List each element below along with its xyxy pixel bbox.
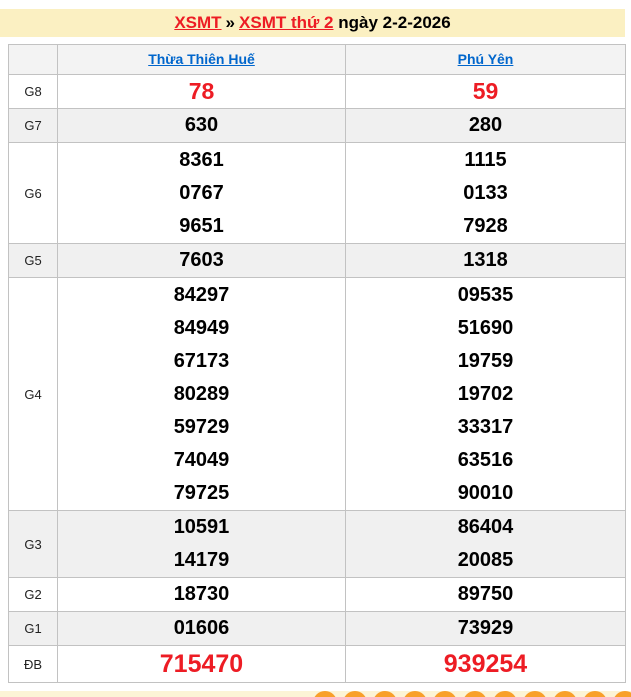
g1-phuyen-value: 73929 — [457, 617, 514, 639]
lottery-ball-icon — [373, 691, 397, 697]
g4-hue-cell: 84297 84949 67173 80289 59729 74049 7972… — [57, 277, 346, 511]
g5-hue-value: 7603 — [179, 249, 224, 271]
lottery-ball-icon — [493, 691, 517, 697]
g4-hue-value: 80289 — [173, 382, 230, 405]
breadcrumb-separator: » — [225, 13, 236, 32]
db-hue-cell: 715470 — [57, 645, 346, 683]
prize-label-g5: G5 — [8, 243, 58, 278]
g6-phuyen-value: 7928 — [463, 214, 508, 237]
db-hue-value: 715470 — [159, 650, 244, 678]
g2-phuyen-value: 89750 — [457, 583, 514, 605]
prize-row-g4: G4 84297 84949 67173 80289 59729 74049 7… — [8, 277, 626, 511]
prize-row-g5: G5 7603 1318 — [8, 243, 626, 278]
g1-hue-cell: 01606 — [57, 611, 346, 646]
g5-phuyen-value: 1318 — [463, 249, 508, 271]
prize-row-g1: G1 01606 73929 — [8, 611, 626, 646]
g8-phuyen-cell: 59 — [345, 74, 626, 109]
lottery-ball-icon — [343, 691, 367, 697]
lottery-ball-icon — [613, 691, 631, 697]
g4-hue-value: 59729 — [173, 415, 230, 438]
lottery-ball-icon — [433, 691, 457, 697]
g2-phuyen-cell: 89750 — [345, 577, 626, 612]
g4-hue-value: 67173 — [173, 349, 230, 372]
g4-hue-value: 74049 — [173, 448, 230, 471]
province-header-hue: Thừa Thiên Huế — [57, 44, 346, 75]
title-band: XSMT» XSMT thứ 2 ngày 2-2-2026 — [0, 9, 625, 37]
g4-phuyen-value: 33317 — [457, 415, 514, 438]
prize-label-g4: G4 — [8, 277, 58, 511]
g2-hue-cell: 18730 — [57, 577, 346, 612]
prize-label-g8: G8 — [8, 74, 58, 109]
lottery-ball-icon — [313, 691, 337, 697]
g3-hue-value: 10591 — [173, 516, 230, 538]
g4-phuyen-value: 09535 — [457, 283, 514, 306]
g8-hue-cell: 78 — [57, 74, 346, 109]
breadcrumb: XSMT» XSMT thứ 2 ngày 2-2-2026 — [174, 13, 450, 33]
lottery-ball-icon — [403, 691, 427, 697]
g4-phuyen-value: 63516 — [457, 448, 514, 471]
breadcrumb-link-xsmt-thu-2[interactable]: XSMT thứ 2 — [239, 13, 334, 32]
corner-cell — [8, 44, 58, 75]
g6-phuyen-cell: 1115 0133 7928 — [345, 142, 626, 244]
g7-hue-cell: 630 — [57, 108, 346, 143]
prize-row-g2: G2 18730 89750 — [8, 577, 626, 612]
g2-hue-value: 18730 — [173, 583, 230, 605]
g1-hue-value: 01606 — [173, 617, 230, 639]
g3-phuyen-value: 86404 — [457, 516, 514, 538]
g6-hue-value: 8361 — [179, 148, 224, 171]
g4-phuyen-value: 19759 — [457, 349, 514, 372]
g6-hue-cell: 8361 0767 9651 — [57, 142, 346, 244]
g4-phuyen-value: 19702 — [457, 382, 514, 405]
g7-phuyen-cell: 280 — [345, 108, 626, 143]
prize-row-db: ĐB 715470 939254 — [8, 645, 626, 683]
g4-hue-value: 84949 — [173, 316, 230, 339]
lottery-results-table: Thừa Thiên Huế Phú Yên G8 78 59 G7 630 2… — [8, 44, 626, 683]
g3-phuyen-value: 20085 — [457, 549, 514, 571]
g3-hue-cell: 10591 14179 — [57, 510, 346, 578]
g1-phuyen-cell: 73929 — [345, 611, 626, 646]
g6-hue-value: 0767 — [179, 181, 224, 204]
prize-label-db: ĐB — [8, 645, 58, 683]
g5-hue-cell: 7603 — [57, 243, 346, 278]
prize-row-g7: G7 630 280 — [8, 108, 626, 143]
g5-phuyen-cell: 1318 — [345, 243, 626, 278]
province-link-phu-yen[interactable]: Phú Yên — [457, 50, 514, 67]
prize-label-g2: G2 — [8, 577, 58, 612]
g8-phuyen-value: 59 — [472, 78, 499, 104]
draw-date-text: ngày 2-2-2026 — [338, 13, 451, 32]
g4-hue-value: 84297 — [173, 283, 230, 306]
db-phuyen-value: 939254 — [443, 650, 528, 678]
g4-hue-value: 79725 — [173, 481, 230, 504]
prize-row-g8: G8 78 59 — [8, 74, 626, 109]
g7-phuyen-value: 280 — [468, 114, 503, 136]
lottery-ball-icon — [583, 691, 607, 697]
g4-phuyen-cell: 09535 51690 19759 19702 33317 63516 9001… — [345, 277, 626, 511]
g6-phuyen-value: 0133 — [463, 181, 508, 204]
g3-hue-value: 14179 — [173, 549, 230, 571]
g4-phuyen-value: 90010 — [457, 481, 514, 504]
db-phuyen-cell: 939254 — [345, 645, 626, 683]
g8-hue-value: 78 — [188, 78, 215, 104]
g6-hue-value: 9651 — [179, 214, 224, 237]
g7-hue-value: 630 — [184, 114, 219, 136]
prize-label-g7: G7 — [8, 108, 58, 143]
g3-phuyen-cell: 86404 20085 — [345, 510, 626, 578]
prize-row-g6: G6 8361 0767 9651 1115 0133 7928 — [8, 142, 626, 244]
prize-label-g6: G6 — [8, 142, 58, 244]
province-link-thua-thien-hue[interactable]: Thừa Thiên Huế — [148, 50, 255, 67]
prize-label-g3: G3 — [8, 510, 58, 578]
lottery-ball-icon — [523, 691, 547, 697]
prize-row-g3: G3 10591 14179 86404 20085 — [8, 510, 626, 578]
lottery-ball-icon — [553, 691, 577, 697]
breadcrumb-link-xsmt[interactable]: XSMT — [174, 13, 222, 32]
g6-phuyen-value: 1115 — [464, 148, 507, 171]
table-header-row: Thừa Thiên Huế Phú Yên — [8, 44, 626, 75]
province-header-phu-yen: Phú Yên — [345, 44, 626, 75]
g4-phuyen-value: 51690 — [457, 316, 514, 339]
lottery-ball-icon — [463, 691, 487, 697]
prize-label-g1: G1 — [8, 611, 58, 646]
